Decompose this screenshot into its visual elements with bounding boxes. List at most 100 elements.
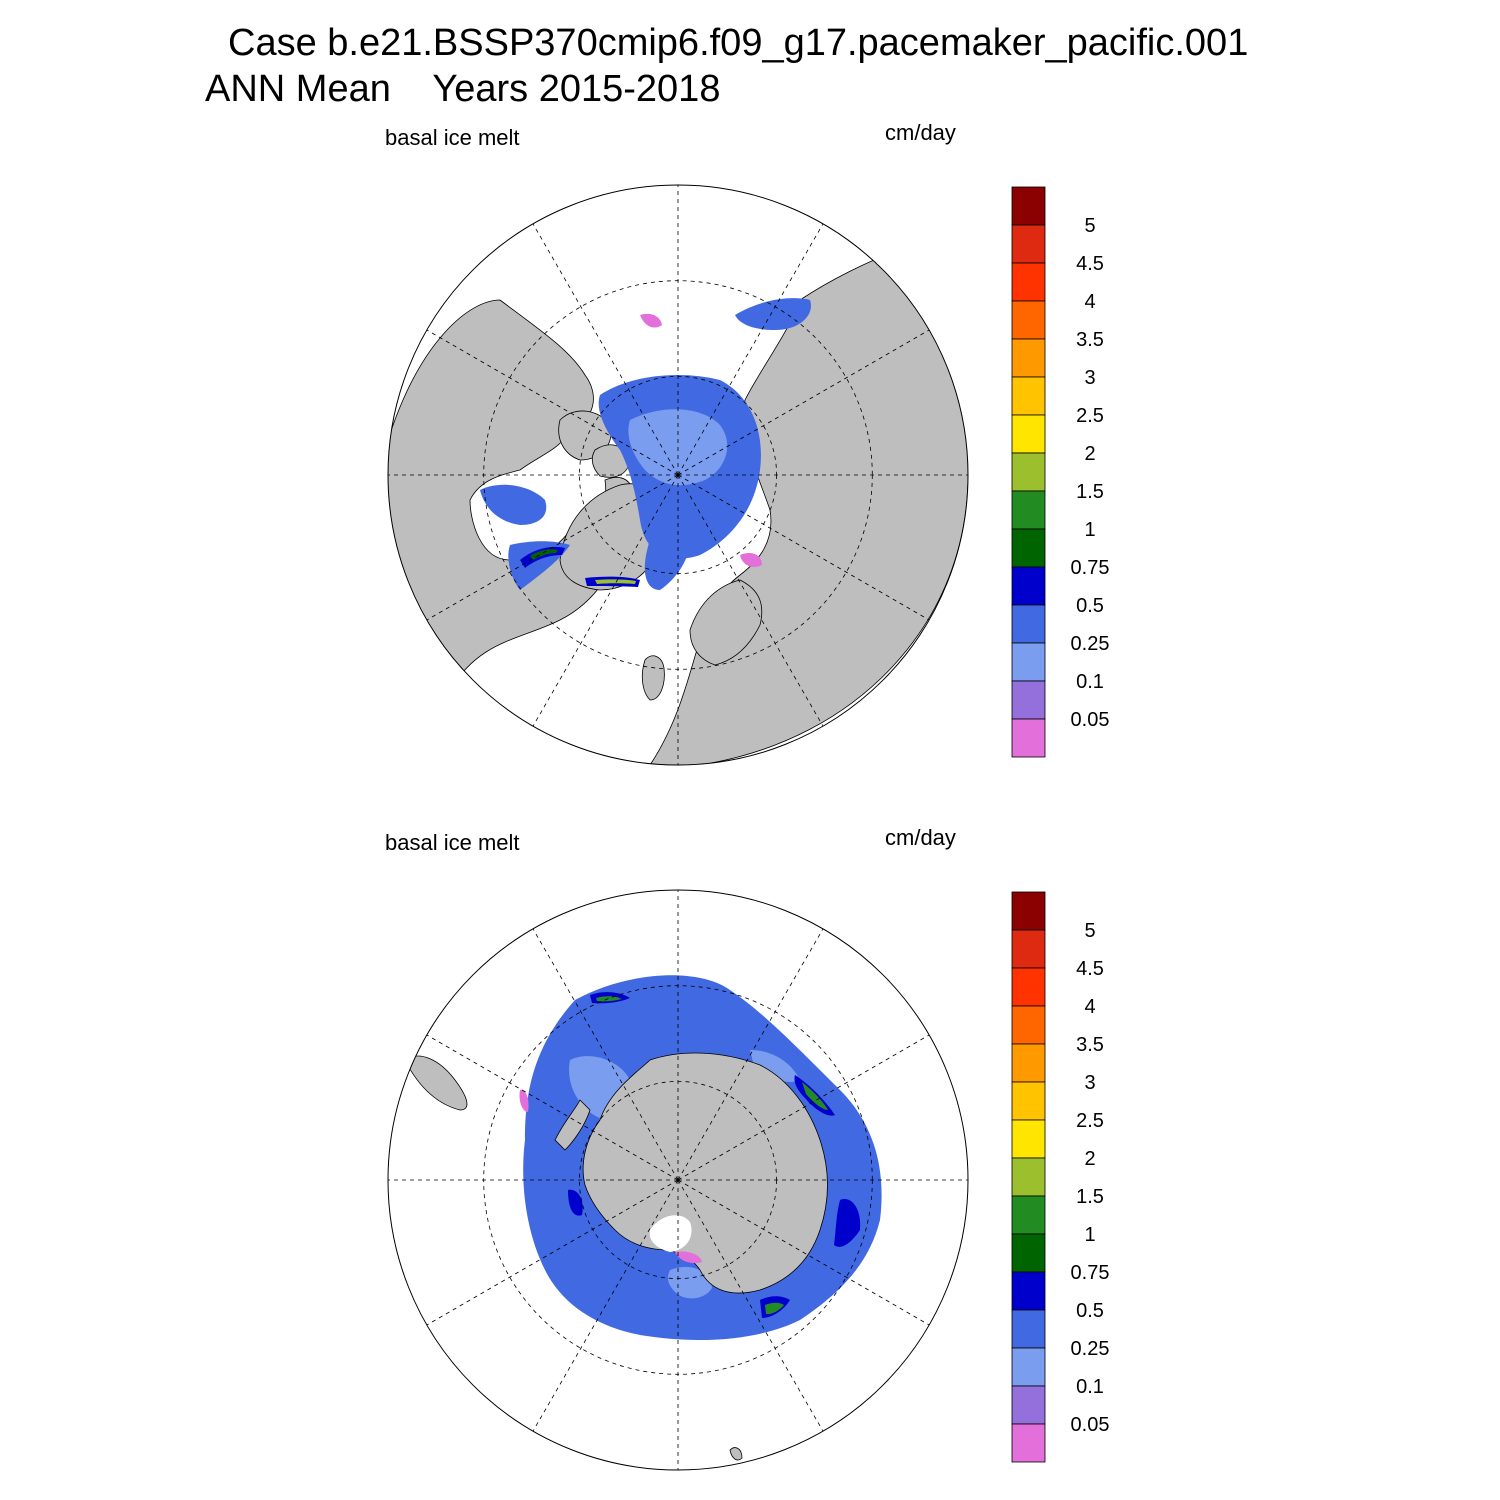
greenland-coast-melt-core bbox=[530, 549, 558, 560]
south-america-land bbox=[404, 1055, 468, 1111]
south-colorbar-swatch bbox=[1011, 891, 1046, 931]
north-colorbar-swatch bbox=[1011, 604, 1046, 644]
barents-melt-patch bbox=[740, 553, 762, 567]
north-colorbar-tick-label: 3.5 bbox=[1076, 329, 1104, 351]
antarctic-peninsula-land bbox=[554, 1099, 591, 1151]
south-colorbar-swatch bbox=[1011, 967, 1046, 1007]
south-colorbar-swatch bbox=[1011, 929, 1046, 969]
south-colorbar-swatch bbox=[1011, 1157, 1046, 1197]
south-colorbar-swatch bbox=[1011, 1385, 1046, 1425]
figure-title-line-1: Case b.e21.BSSP370cmip6.f09_g17.pacemake… bbox=[228, 22, 1249, 64]
antarctica-land bbox=[582, 1052, 828, 1294]
meridian-line bbox=[426, 1179, 679, 1326]
north-polar-map bbox=[387, 184, 969, 766]
north-colorbar-swatch bbox=[1011, 262, 1046, 302]
north-colorbar-tick-label: 0.05 bbox=[1071, 709, 1110, 731]
meridian-line bbox=[677, 329, 930, 476]
north-colorbar: 5 4.5 4 3.5 3 2.5 2 1.5 1 0.75 0.5 0.25 0.1 0.05 bbox=[1011, 186, 1110, 758]
north-colorbar-tick-label: 1.5 bbox=[1076, 481, 1104, 503]
ross-sea-melt-field bbox=[667, 1266, 712, 1299]
okhotsk-melt-patch bbox=[640, 313, 662, 328]
south-colorbar-tick-label: 1 bbox=[1084, 1224, 1095, 1246]
south-colorbar-tick-label: 2 bbox=[1084, 1148, 1095, 1170]
south-colorbar-tick-label: 4.5 bbox=[1076, 958, 1104, 980]
south-atlantic-melt-core bbox=[596, 996, 622, 1002]
north-colorbar-swatch bbox=[1011, 186, 1046, 226]
meridian-line bbox=[677, 1179, 930, 1326]
north-colorbar-swatch bbox=[1011, 338, 1046, 378]
north-colorbar-tick-label: 1 bbox=[1084, 519, 1095, 541]
latitude-circle bbox=[579, 1081, 778, 1280]
pacific-sector-melt-core bbox=[765, 1302, 784, 1315]
ross-ice-embayment bbox=[649, 1215, 692, 1252]
north-colorbar-tick-label: 0.1 bbox=[1076, 671, 1104, 693]
south-colorbar-tick-label: 3.5 bbox=[1076, 1034, 1104, 1056]
meridian-line bbox=[677, 474, 930, 621]
meridian-line bbox=[677, 928, 824, 1181]
north-colorbar-tick-label: 3 bbox=[1084, 367, 1095, 389]
meridian-line bbox=[532, 474, 679, 727]
south-colorbar-swatch bbox=[1011, 1309, 1046, 1349]
south-colorbar-tick-label: 2.5 bbox=[1076, 1110, 1104, 1132]
north-panel-variable-label: basal ice melt bbox=[385, 125, 520, 150]
meridian-line bbox=[677, 474, 824, 727]
latitude-circle bbox=[483, 280, 873, 670]
south-colorbar-swatch bbox=[1011, 1423, 1046, 1463]
north-colorbar-swatch bbox=[1011, 376, 1046, 416]
south-colorbar-swatch bbox=[1011, 1347, 1046, 1387]
bering-sea-melt-field bbox=[735, 298, 811, 330]
north-colorbar-swatch bbox=[1011, 718, 1046, 758]
south-colorbar-tick-label: 0.05 bbox=[1071, 1414, 1110, 1436]
north-colorbar-swatch bbox=[1011, 566, 1046, 606]
north-graticule bbox=[388, 185, 968, 765]
meridian-line bbox=[677, 223, 824, 476]
figure-title-line-2: ANN Mean Years 2015-2018 bbox=[205, 68, 721, 110]
north-colorbar-swatch bbox=[1011, 300, 1046, 340]
south-colorbar-tick-label: 0.25 bbox=[1071, 1338, 1110, 1360]
north-colorbar-tick-label: 0.25 bbox=[1071, 633, 1110, 655]
meridian-line bbox=[532, 1179, 679, 1432]
south-colorbar-swatch bbox=[1011, 1043, 1046, 1083]
south-colorbar-swatch bbox=[1011, 1233, 1046, 1273]
north-colorbar-swatch bbox=[1011, 414, 1046, 454]
north-colorbar-tick-label: 5 bbox=[1084, 215, 1095, 237]
hudson-bay-melt-field bbox=[480, 484, 547, 525]
north-panel-units-label: cm/day bbox=[885, 120, 956, 145]
south-colorbar-tick-label: 4 bbox=[1084, 996, 1095, 1018]
south-colorbar-tick-label: 0.75 bbox=[1071, 1262, 1110, 1284]
south-colorbar-tick-label: 3 bbox=[1084, 1072, 1095, 1094]
weddell-coast-melt-strip bbox=[568, 1189, 583, 1216]
north-colorbar-tick-label: 2 bbox=[1084, 443, 1095, 465]
scandinavia-land bbox=[689, 579, 763, 666]
north-colorbar-swatch bbox=[1011, 642, 1046, 682]
north-colorbar-tick-label: 4.5 bbox=[1076, 253, 1104, 275]
south-colorbar-swatch bbox=[1011, 1081, 1046, 1121]
sub-antarctic-island-land bbox=[729, 1447, 743, 1461]
meridian-line bbox=[532, 928, 679, 1181]
meridian-line bbox=[426, 329, 679, 476]
fram-strait-melt-field bbox=[644, 532, 690, 590]
south-colorbar-tick-label: 0.5 bbox=[1076, 1300, 1104, 1322]
north-colorbar-tick-label: 4 bbox=[1084, 291, 1095, 313]
meridian-line bbox=[426, 1034, 679, 1181]
north-colorbar-swatch bbox=[1011, 528, 1046, 568]
meridian-line bbox=[677, 1034, 930, 1181]
north-colorbar-tick-label: 0.5 bbox=[1076, 595, 1104, 617]
south-colorbar-tick-label: 5 bbox=[1084, 920, 1095, 942]
indian-ocean-melt-core bbox=[802, 1082, 828, 1110]
south-colorbar-tick-label: 0.1 bbox=[1076, 1376, 1104, 1398]
north-colorbar-swatch bbox=[1011, 452, 1046, 492]
south-colorbar-swatch bbox=[1011, 1271, 1046, 1311]
north-colorbar-swatch bbox=[1011, 490, 1046, 530]
north-colorbar-swatch bbox=[1011, 224, 1046, 264]
south-graticule bbox=[388, 890, 968, 1470]
north-colorbar-swatch bbox=[1011, 680, 1046, 720]
south-panel-units-label: cm/day bbox=[885, 825, 956, 850]
british-isles-land bbox=[641, 655, 665, 701]
latitude-circle bbox=[579, 375, 778, 574]
north-colorbar-tick-label: 0.75 bbox=[1071, 557, 1110, 579]
latitude-circle bbox=[483, 985, 873, 1375]
south-colorbar-swatch bbox=[1011, 1005, 1046, 1045]
meridian-line bbox=[677, 1179, 824, 1432]
